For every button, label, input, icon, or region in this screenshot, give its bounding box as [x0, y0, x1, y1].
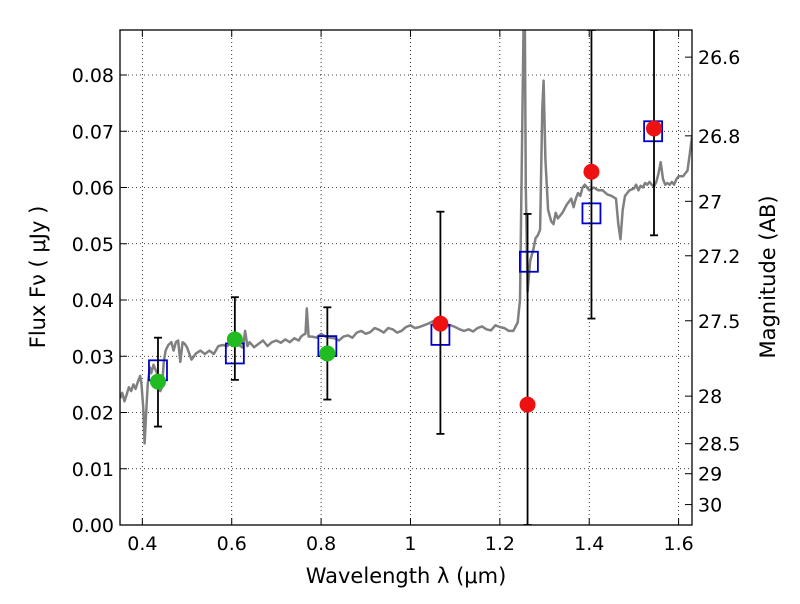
y-tick-label: 0.02 — [72, 403, 114, 425]
plot-frame — [119, 29, 693, 526]
x-tick-label: 1.6 — [663, 533, 693, 555]
right-tick-label: 29 — [698, 464, 722, 486]
right-tick-label: 27.5 — [698, 311, 740, 333]
y-axis-label-right: Magnitude (AB) — [756, 195, 780, 358]
x-tick-label: 1.2 — [485, 533, 515, 555]
y-axis-label-left: Flux Fν ( μJy ) — [26, 206, 50, 349]
y-axis-label-text: Flux Fν ( μJy ) — [26, 206, 50, 349]
observed-point — [149, 373, 166, 390]
observed-point — [319, 345, 336, 362]
y-tick-label: 0.05 — [72, 234, 114, 256]
observed-point — [519, 396, 536, 413]
x-tick-label: 0.8 — [306, 533, 336, 555]
y-tick-label: 0.01 — [72, 459, 114, 481]
y-tick-label: 0.08 — [72, 65, 114, 87]
observed-point — [432, 315, 449, 332]
grid-layer — [120, 30, 692, 526]
right-tick-label: 28.5 — [698, 434, 740, 456]
observed-point — [646, 120, 663, 137]
right-tick-label: 28 — [698, 386, 722, 408]
spectrum-line — [120, 30, 692, 445]
tick-layer: 0.4 0.6 0.8 1 1.2 1.4 1.6 0.00 0.01 0.02 0.03 0.04 0… — [72, 30, 740, 555]
right-tick-label: 26.8 — [698, 126, 740, 148]
observed-point — [226, 331, 243, 348]
plot-layer — [120, 30, 692, 525]
x-tick-label: 1.4 — [574, 533, 604, 555]
y-tick-label: 0.06 — [72, 178, 114, 200]
right-tick-label: 27 — [698, 191, 722, 213]
x-tick-label: 0.4 — [127, 533, 157, 555]
right-tick-label: 27.2 — [698, 246, 740, 268]
observed-point — [583, 163, 600, 180]
y-axis-label-right-text: Magnitude (AB) — [756, 195, 780, 358]
y-tick-label: 0.04 — [72, 290, 114, 312]
right-tick-label: 26.6 — [698, 47, 740, 69]
y-tick-label: 0.07 — [72, 121, 114, 143]
right-tick-label: 30 — [698, 495, 722, 517]
y-tick-label: 0.00 — [72, 515, 114, 537]
y-tick-label: 0.03 — [72, 346, 114, 368]
x-tick-label: 1 — [404, 533, 416, 555]
x-tick-label: 0.6 — [217, 533, 247, 555]
model-photometry-square — [518, 250, 539, 273]
x-axis-label: Wavelength λ (μm) — [306, 564, 507, 588]
